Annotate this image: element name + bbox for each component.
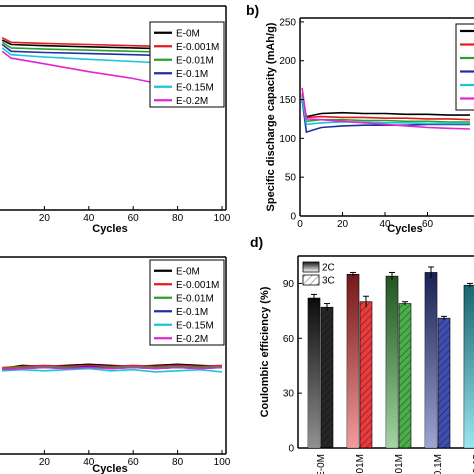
panel-d-category-label: E-0.1M <box>433 454 444 474</box>
panel-a-xtick-label: 20 <box>39 213 51 224</box>
panel-d-category-label: E-0M <box>316 454 327 474</box>
panel-d-bar-texture <box>321 307 333 448</box>
panel-b-ytick-label: 200 <box>279 56 296 67</box>
panel-d: d) 0 30 60 90 E-0M E-0.001M E-0.01M E-0.1M E-0.… <box>250 234 474 474</box>
panel-a-xlabel: Cycles <box>92 223 127 235</box>
panel-c-xtick-label: 80 <box>172 457 184 468</box>
panel-c-xlabel: Cycles <box>92 463 127 474</box>
panel-c-legend-label: E-0.1M <box>176 307 208 318</box>
panel-b-xtick-label: 0 <box>297 219 303 230</box>
panel-a-xtick-label: 100 <box>214 213 231 224</box>
panel-c: 20 40 60 80 100 Cycles E-0M E-0.001M E-0.01M E-… <box>0 256 231 474</box>
panel-b-series-e-0m <box>301 100 470 118</box>
panel-c-legend-label: E-0.2M <box>176 334 208 345</box>
panel-b-ytick-label: 0 <box>290 212 296 223</box>
panel-d-category-label: E-0.15 <box>472 454 474 474</box>
panel-d-label: d) <box>250 234 263 250</box>
panel-a-xtick-label: 40 <box>83 213 95 224</box>
panel-a-legend-label: E-0.001M <box>176 42 219 53</box>
panel-b-label: b) <box>246 2 259 18</box>
panel-d-bar-texture <box>386 276 398 448</box>
panel-d-ytick-label: 60 <box>283 334 295 345</box>
panel-c-series-e-0-15m <box>2 367 223 373</box>
panel-d-bar-texture <box>425 272 437 448</box>
panel-a-legend-label: E-0.2M <box>176 96 208 107</box>
panel-c-legend-label: E-0M <box>176 266 200 277</box>
panel-d-ytick-label: 0 <box>288 444 294 455</box>
panel-b-ytick-label: 100 <box>279 134 296 145</box>
panel-b-xtick-label: 40 <box>379 219 391 230</box>
panel-d-legend-swatch <box>302 261 320 273</box>
panel-b: b) 0 50 100 150 200 250 0 20 40 60 Cycles Specif… <box>246 2 474 235</box>
panel-a: 20 40 60 80 100 Cycles E-0M E-0.001M E-0.01M E-… <box>0 5 231 235</box>
panel-d-bar-texture <box>308 298 320 448</box>
panel-c-xtick-label: 100 <box>214 457 231 468</box>
panel-c-xtick-label: 60 <box>128 457 140 468</box>
panel-c-xtick-label: 40 <box>83 457 95 468</box>
panel-d-category-label: E-0.01M <box>394 454 405 474</box>
panel-c-legend-box <box>149 259 225 346</box>
panel-b-series-e-0-001m <box>301 93 471 121</box>
panel-a-legend-label: E-0M <box>176 28 200 39</box>
panel-c-legend-label: E-0.01M <box>176 293 214 304</box>
panel-b-ytick-label: 50 <box>285 173 297 184</box>
panel-d-ytick-label: 90 <box>283 279 295 290</box>
panel-b-series-e-0-2m <box>301 87 471 130</box>
panel-d-bar-texture <box>464 285 474 448</box>
panel-c-series-e-0-01m <box>2 365 223 370</box>
panel-a-legend-label: E-0.01M <box>176 55 214 66</box>
panel-b-ylabel: Specific discharge capacity (mAh/g) <box>265 22 277 211</box>
panel-b-ytick-label: 250 <box>279 17 296 28</box>
panel-d-bar-texture <box>399 303 411 448</box>
panel-d-ylabel: Coulombic efficiency (%) <box>259 286 271 417</box>
panel-b-series-e-0-01m <box>301 95 470 123</box>
panel-c-xtick-label: 20 <box>39 457 51 468</box>
panel-a-legend-label: E-0.15M <box>176 82 214 93</box>
panel-a-legend-box <box>149 21 225 108</box>
panel-b-xtick-label: 60 <box>422 219 434 230</box>
panel-b-ytick-label: 150 <box>279 95 296 106</box>
panel-c-series-e-0-001m <box>2 364 223 369</box>
panel-d-bar-texture <box>438 318 450 448</box>
panel-d-legend-label: 3C <box>322 276 335 287</box>
panel-a-xtick-label: 80 <box>172 213 184 224</box>
panel-d-legend-label: 2C <box>322 263 335 274</box>
panel-c-legend-label: E-0.001M <box>176 280 219 291</box>
panel-a-xtick-label: 60 <box>128 213 140 224</box>
panel-b-series-e-0-1m <box>301 99 470 134</box>
panel-b-xtick-label: 20 <box>337 219 349 230</box>
panel-a-legend-label: E-0.1M <box>176 69 208 80</box>
panel-d-bar-texture <box>360 301 372 448</box>
panel-d-legend-swatch <box>302 274 320 286</box>
panel-d-category-label: E-0.001M <box>355 454 366 474</box>
panel-b-series-e-0-15m <box>301 97 470 126</box>
panel-c-legend-label: E-0.15M <box>176 320 214 331</box>
panel-b-legend-box <box>455 23 474 111</box>
panel-d-ytick-label: 30 <box>283 389 295 400</box>
panel-c-series-e-0-2m <box>2 366 223 371</box>
panel-b-xlabel: Cycles <box>387 223 422 235</box>
panel-d-bar-texture <box>347 274 359 448</box>
